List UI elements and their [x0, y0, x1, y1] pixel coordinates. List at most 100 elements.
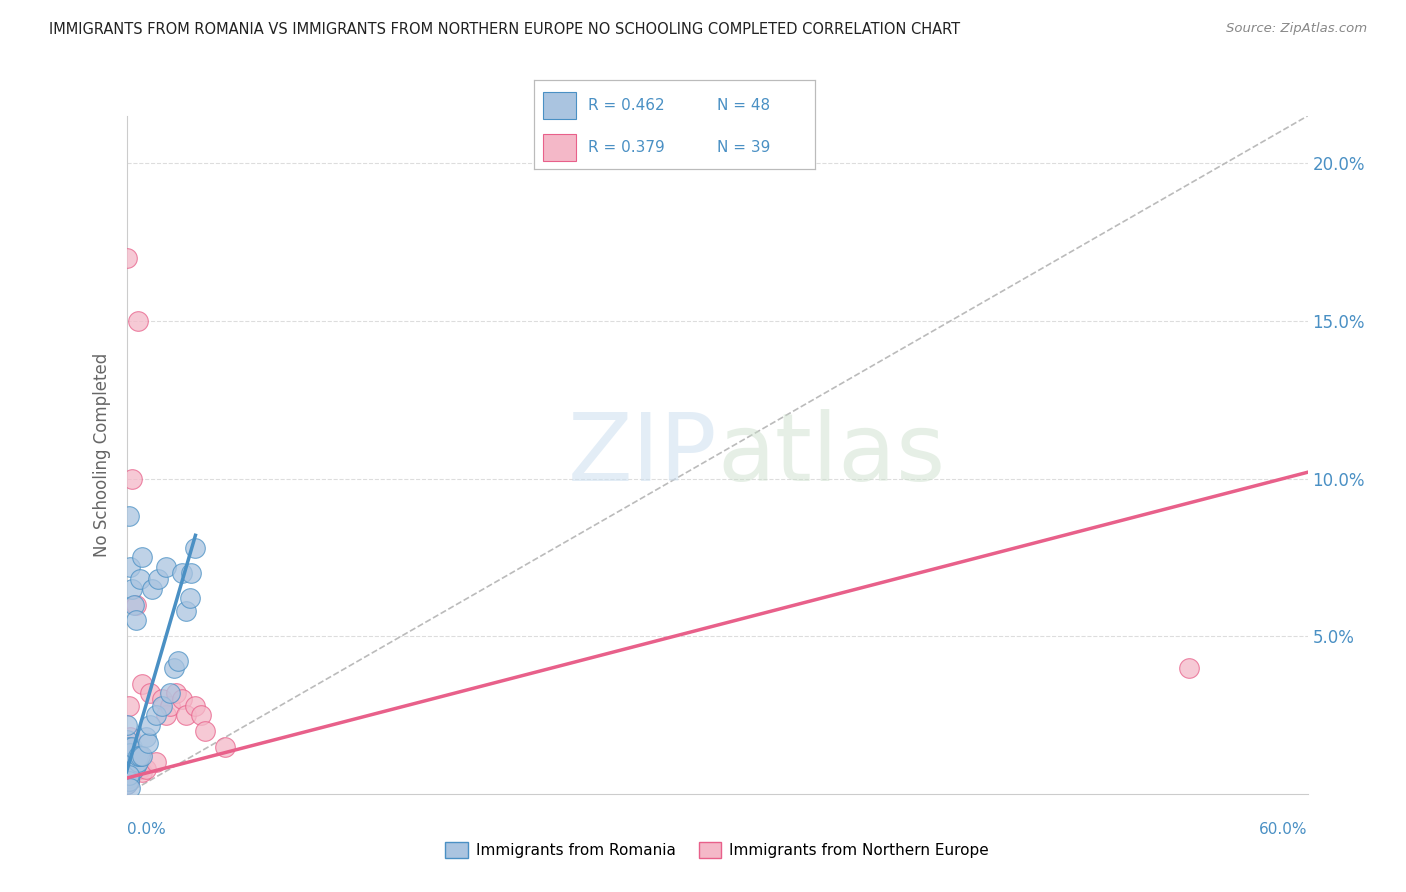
Point: [120, 746, 142, 760]
Legend: Immigrants from Romania, Immigrants from Northern Europe: Immigrants from Romania, Immigrants from…: [439, 836, 995, 864]
Point: [139, 717, 162, 731]
Text: atlas: atlas: [717, 409, 945, 501]
Point: [131, 676, 153, 690]
Point: [129, 762, 152, 776]
Point: [120, 756, 142, 770]
Y-axis label: No Schooling Completed: No Schooling Completed: [93, 353, 111, 557]
Point: [121, 739, 143, 754]
Point: [115, 739, 138, 754]
Point: [120, 762, 142, 776]
Point: [214, 739, 236, 754]
Point: [165, 686, 187, 700]
Point: [184, 698, 207, 713]
Point: [127, 756, 149, 770]
Point: [117, 771, 139, 785]
Point: [115, 777, 138, 791]
Point: [131, 749, 153, 764]
Point: [139, 686, 162, 700]
Point: [115, 771, 138, 785]
Point: [124, 598, 146, 612]
Point: [174, 604, 197, 618]
Text: 60.0%: 60.0%: [1260, 822, 1308, 837]
Text: Source: ZipAtlas.com: Source: ZipAtlas.com: [1226, 22, 1367, 36]
Point: [145, 708, 167, 723]
Point: [120, 730, 142, 744]
Point: [150, 692, 173, 706]
Point: [117, 764, 139, 779]
Point: [194, 723, 217, 738]
Text: N = 39: N = 39: [717, 140, 770, 154]
Point: [117, 739, 139, 754]
Point: [179, 591, 201, 606]
Point: [120, 768, 142, 782]
Point: [115, 733, 138, 747]
Point: [125, 598, 148, 612]
Point: [146, 573, 169, 587]
Text: R = 0.379: R = 0.379: [588, 140, 665, 154]
Point: [115, 762, 138, 776]
Point: [125, 614, 148, 628]
Point: [155, 708, 177, 723]
Point: [125, 756, 148, 770]
Point: [115, 717, 138, 731]
Point: [170, 566, 193, 581]
Point: [117, 509, 139, 524]
Point: [115, 771, 138, 785]
Text: N = 48: N = 48: [717, 98, 770, 112]
Point: [120, 771, 142, 785]
Point: [125, 758, 148, 772]
Point: [145, 756, 167, 770]
Point: [1178, 661, 1201, 675]
Point: [190, 708, 212, 723]
Point: [124, 762, 146, 776]
Text: R = 0.462: R = 0.462: [588, 98, 664, 112]
Point: [117, 698, 139, 713]
Point: [120, 780, 142, 795]
Point: [174, 708, 197, 723]
Point: [166, 655, 188, 669]
Point: [117, 774, 139, 789]
Point: [159, 698, 181, 713]
Point: [121, 764, 143, 779]
Point: [124, 762, 146, 776]
Point: [129, 749, 152, 764]
Text: 0.0%: 0.0%: [127, 822, 166, 837]
Point: [115, 746, 138, 760]
Point: [120, 559, 142, 574]
Point: [117, 774, 139, 789]
Point: [170, 692, 193, 706]
Point: [127, 314, 149, 328]
Point: [141, 582, 163, 596]
Point: [129, 749, 152, 764]
Point: [150, 698, 173, 713]
Text: ZIP: ZIP: [568, 409, 717, 501]
Point: [127, 762, 149, 776]
Point: [155, 559, 177, 574]
Point: [131, 550, 153, 565]
Point: [115, 251, 138, 265]
Point: [124, 749, 146, 764]
Point: [121, 749, 143, 764]
Point: [115, 756, 138, 770]
Point: [117, 768, 139, 782]
Point: [115, 756, 138, 770]
Point: [117, 739, 139, 754]
Text: IMMIGRANTS FROM ROMANIA VS IMMIGRANTS FROM NORTHERN EUROPE NO SCHOOLING COMPLETE: IMMIGRANTS FROM ROMANIA VS IMMIGRANTS FR…: [49, 22, 960, 37]
Point: [129, 573, 152, 587]
Point: [121, 472, 143, 486]
Point: [180, 566, 202, 581]
Point: [136, 736, 159, 750]
Point: [127, 749, 149, 764]
Point: [117, 764, 139, 779]
Point: [184, 541, 207, 555]
Bar: [543, 134, 576, 161]
Point: [121, 756, 143, 770]
Point: [115, 762, 138, 776]
Point: [121, 582, 143, 596]
Bar: [543, 92, 576, 119]
Point: [163, 661, 186, 675]
Point: [115, 777, 138, 791]
Point: [135, 762, 157, 776]
Point: [159, 686, 181, 700]
Point: [117, 756, 139, 770]
